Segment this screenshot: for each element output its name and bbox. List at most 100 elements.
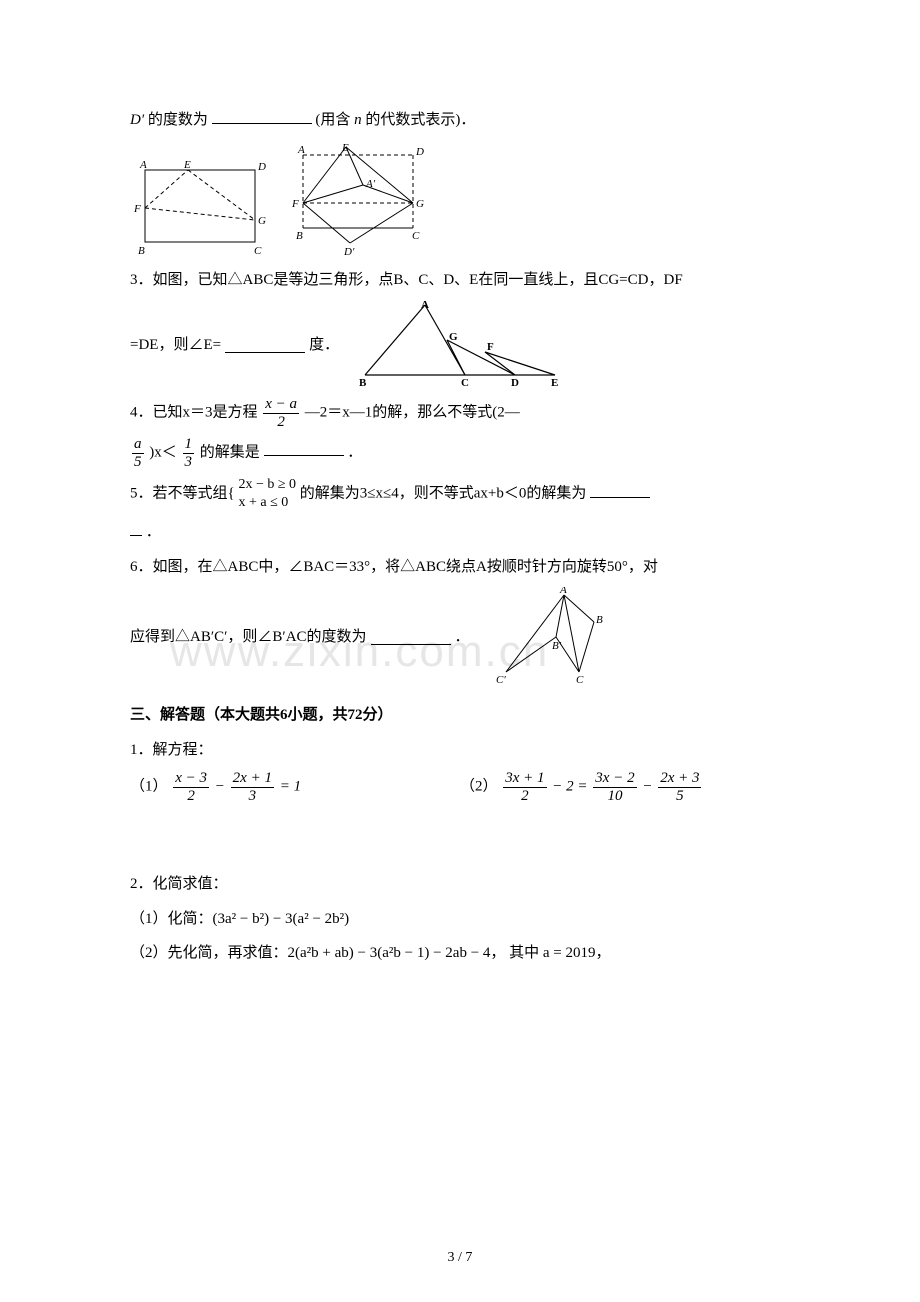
fraction: x − 3 2	[173, 770, 209, 804]
numer: 2x + 3	[658, 770, 701, 787]
q6-line1: 6．如图，在△ABC中，∠BAC＝33°，将△ABC绕点A按顺时针方向旋转50°…	[130, 553, 790, 582]
fraction: x − a 2	[263, 396, 299, 430]
page-number: 3 / 7	[0, 1245, 920, 1272]
text: 度．	[309, 331, 339, 360]
q6-line2: 应得到△AB′C′，则∠B′AC的度数为 ． A	[130, 587, 790, 687]
svg-text:D: D	[511, 377, 519, 389]
svg-text:B: B	[359, 377, 367, 389]
svg-text:C: C	[412, 230, 420, 242]
svg-text:E: E	[341, 143, 349, 154]
fill-blank	[225, 337, 305, 353]
denom: 3	[231, 787, 274, 805]
page-content: D′ 的度数为 (用含 n 的代数式表示)． A E D F G B C	[130, 106, 790, 968]
svg-text:A: A	[421, 300, 429, 311]
svg-text:G: G	[449, 331, 458, 343]
denom: 3	[183, 453, 195, 471]
s3-q1-part2: （2） 3x + 1 2 − 2 = 3x − 2 10 − 2x + 3 5	[460, 770, 790, 804]
text: 4．已知x＝3是方程	[130, 404, 258, 420]
sys-row-1: 2x − b ≥ 0	[238, 476, 296, 494]
text: ．	[146, 524, 161, 540]
s3-q1-part1: （1） x − 3 2 − 2x + 1 3 = 1	[130, 770, 460, 804]
numer: 1	[183, 436, 195, 453]
numer: 3x + 1	[503, 770, 546, 787]
q2-figure-left: A E D F G B C	[130, 158, 270, 258]
text: —2＝x—1的解，那么不等式(2—	[305, 404, 520, 420]
q5-line: 5．若不等式组{ 2x − b ≥ 0 x + a ≤ 0 的解集为3≤x≤4，…	[130, 476, 790, 512]
fraction: a 5	[132, 436, 144, 470]
text: 的代数式表示)．	[365, 112, 475, 128]
sys-row-2: x + a ≤ 0	[238, 494, 296, 512]
svg-text:D: D	[257, 161, 266, 173]
text: )x＜	[149, 444, 177, 460]
svg-text:C: C	[254, 245, 262, 257]
svg-text:A: A	[139, 159, 147, 171]
s3-q2-label: 2．化简求值：	[130, 870, 790, 899]
numer: 2x + 1	[231, 770, 274, 787]
fraction: 1 3	[183, 436, 195, 470]
svg-text:D: D	[415, 146, 424, 158]
svg-text:B: B	[596, 614, 603, 626]
text: 5．若不等式组{	[130, 486, 235, 502]
s3-q1-label: 1．解方程：	[130, 736, 790, 765]
svg-text:B: B	[296, 230, 303, 242]
eq: = 1	[280, 779, 301, 795]
svg-text:E: E	[551, 377, 558, 389]
op-minus: −	[215, 779, 229, 795]
denom: 2	[263, 413, 299, 431]
s3-q2-part2: （2）先化简，再求值：2(a²b + ab) − 3(a²b − 1) − 2a…	[130, 939, 790, 968]
svg-text:C′: C′	[496, 674, 506, 686]
inequality-system: 2x − b ≥ 0 x + a ≤ 0	[238, 476, 296, 512]
section-3-title: 三、解答题（本大题共6小题，共72分）	[130, 701, 790, 730]
denom: 5	[658, 787, 701, 805]
text: 应得到△AB′C′，则∠B′AC的度数为	[130, 623, 367, 652]
fraction: 3x − 2 10	[593, 770, 636, 804]
svg-text:B′: B′	[552, 640, 562, 652]
numer: 3x − 2	[593, 770, 636, 787]
svg-text:E: E	[183, 159, 191, 171]
denom: 2	[173, 787, 209, 805]
numer: a	[132, 436, 144, 453]
continuation-line: D′ 的度数为 (用含 n 的代数式表示)．	[130, 106, 790, 135]
q4-line1: 4．已知x＝3是方程 x − a 2 —2＝x—1的解，那么不等式(2—	[130, 396, 790, 430]
q4-line2: a 5 )x＜ 1 3 的解集是 ．	[130, 436, 790, 470]
text: =DE，则∠E=	[130, 331, 221, 360]
fill-blank	[130, 520, 142, 536]
svg-text:F: F	[487, 341, 494, 353]
svg-text:G: G	[258, 215, 266, 227]
fill-blank	[371, 629, 451, 645]
denom: 2	[503, 787, 546, 805]
text: 的解集是	[200, 444, 260, 460]
text: (用含	[315, 112, 350, 128]
fraction: 2x + 3 5	[658, 770, 701, 804]
svg-text:C: C	[576, 674, 584, 686]
svg-text:G: G	[416, 198, 424, 210]
q6-figure: A B B′ C′ C	[494, 587, 609, 687]
q5-tail: ．	[130, 518, 790, 547]
q3-line1: 3．如图，已知△ABC是等边三角形，点B、C、D、E在同一直线上，且CG=CD，…	[130, 266, 790, 295]
numer: x − 3	[173, 770, 209, 787]
svg-text:F: F	[133, 203, 141, 215]
fraction: 2x + 1 3	[231, 770, 274, 804]
fraction: 3x + 1 2	[503, 770, 546, 804]
text: ．	[347, 444, 362, 460]
fill-blank	[212, 108, 312, 124]
var-d-prime: D′	[130, 112, 144, 128]
q3-line2: =DE，则∠E= 度． A G	[130, 300, 790, 390]
q3-figure: A G F B C D E	[355, 300, 570, 390]
fill-blank	[264, 440, 344, 456]
svg-text:F: F	[291, 198, 299, 210]
fill-blank	[590, 482, 650, 498]
op-minus: −	[642, 779, 656, 795]
s3-q2-part1: （1）化简：(3a² − b²) − 3(a² − 2b²)	[130, 905, 790, 934]
label: （1）	[130, 779, 168, 795]
s3-q1-parts: （1） x − 3 2 − 2x + 1 3 = 1 （2） 3x + 1 2	[130, 770, 790, 804]
q2-figures-row: A E D F G B C	[130, 143, 790, 258]
svg-text:D′: D′	[343, 246, 355, 258]
svg-text:C: C	[461, 377, 469, 389]
label: （2）	[460, 779, 498, 795]
text: 的解集为3≤x≤4，则不等式ax+b＜0的解集为	[300, 486, 587, 502]
mid: − 2 =	[552, 779, 591, 795]
numer: x − a	[263, 396, 299, 413]
text: ．	[455, 623, 470, 652]
svg-text:B: B	[138, 245, 145, 257]
